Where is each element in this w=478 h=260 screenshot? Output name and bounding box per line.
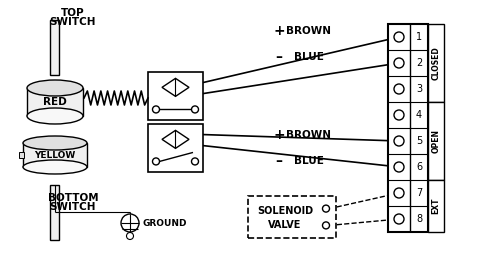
Text: –: – bbox=[275, 50, 282, 64]
Text: VALVE: VALVE bbox=[268, 219, 302, 230]
Text: +: + bbox=[273, 24, 285, 38]
Circle shape bbox=[394, 84, 404, 94]
Text: 8: 8 bbox=[416, 214, 422, 224]
Bar bbox=[27, 88, 83, 116]
Bar bbox=[51, 20, 59, 75]
Text: –: – bbox=[275, 154, 282, 168]
Text: YELLOW: YELLOW bbox=[34, 151, 76, 159]
Polygon shape bbox=[162, 78, 189, 96]
Circle shape bbox=[121, 214, 139, 232]
Text: GROUND: GROUND bbox=[143, 218, 187, 228]
Text: 5: 5 bbox=[416, 136, 422, 146]
Circle shape bbox=[152, 158, 160, 165]
Text: 1: 1 bbox=[416, 32, 422, 42]
Circle shape bbox=[394, 58, 404, 68]
Text: 2: 2 bbox=[416, 58, 422, 68]
Circle shape bbox=[323, 222, 329, 229]
Text: TOP: TOP bbox=[61, 8, 85, 18]
Bar bbox=[19, 152, 24, 158]
Text: OPEN: OPEN bbox=[432, 129, 441, 153]
Ellipse shape bbox=[23, 160, 87, 174]
Text: SWITCH: SWITCH bbox=[50, 202, 96, 212]
Bar bbox=[148, 72, 203, 120]
Circle shape bbox=[394, 188, 404, 198]
Text: RED: RED bbox=[43, 97, 67, 107]
Text: CLOSED: CLOSED bbox=[432, 46, 441, 80]
Circle shape bbox=[323, 205, 329, 212]
Text: 3: 3 bbox=[416, 84, 422, 94]
Ellipse shape bbox=[23, 136, 87, 150]
Circle shape bbox=[394, 214, 404, 224]
Circle shape bbox=[127, 232, 133, 239]
Circle shape bbox=[394, 162, 404, 172]
Text: +: + bbox=[273, 128, 285, 142]
Text: 7: 7 bbox=[416, 188, 422, 198]
Ellipse shape bbox=[27, 108, 83, 124]
Text: BOTTOM: BOTTOM bbox=[48, 193, 98, 203]
Text: BROWN: BROWN bbox=[286, 130, 332, 140]
Bar bbox=[148, 124, 203, 172]
Circle shape bbox=[394, 32, 404, 42]
Text: SOLENOID: SOLENOID bbox=[257, 206, 313, 216]
Bar bbox=[428, 24, 444, 102]
Circle shape bbox=[192, 158, 198, 165]
Text: BROWN: BROWN bbox=[286, 26, 332, 36]
Circle shape bbox=[394, 136, 404, 146]
Bar bbox=[388, 24, 428, 232]
Text: EXT: EXT bbox=[432, 198, 441, 214]
Bar bbox=[248, 196, 336, 238]
Text: 6: 6 bbox=[416, 162, 422, 172]
Circle shape bbox=[152, 106, 160, 113]
Text: BLUE: BLUE bbox=[294, 156, 324, 166]
Ellipse shape bbox=[27, 80, 83, 96]
Bar bbox=[428, 102, 444, 180]
Text: 4: 4 bbox=[416, 110, 422, 120]
Text: BLUE: BLUE bbox=[294, 52, 324, 62]
Polygon shape bbox=[162, 130, 189, 148]
Circle shape bbox=[394, 110, 404, 120]
Bar bbox=[51, 185, 59, 240]
Bar bbox=[23, 143, 87, 167]
Bar bbox=[428, 180, 444, 232]
Circle shape bbox=[192, 106, 198, 113]
Text: SWITCH: SWITCH bbox=[50, 17, 96, 27]
